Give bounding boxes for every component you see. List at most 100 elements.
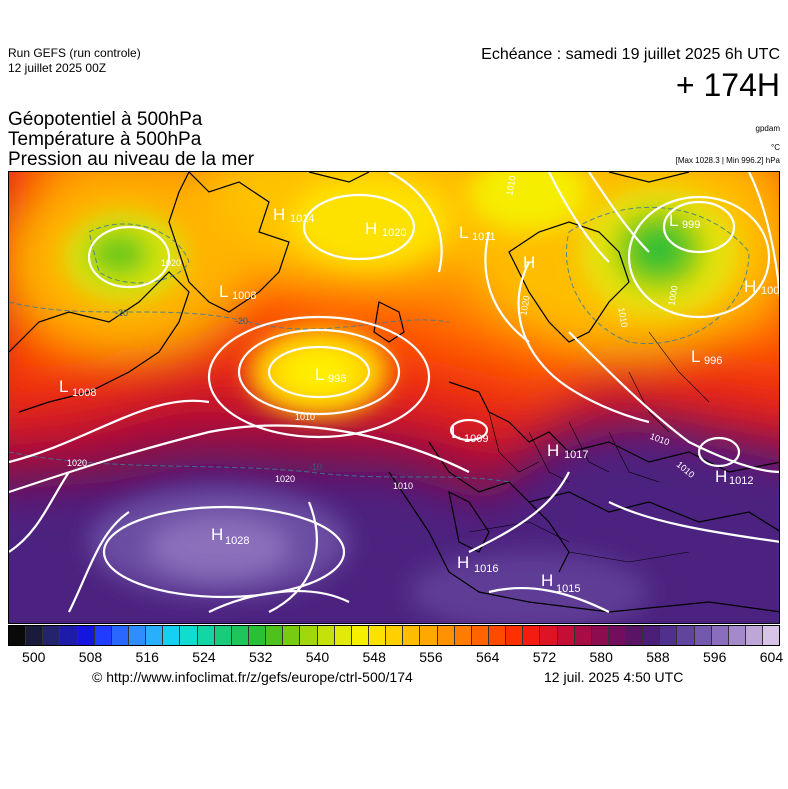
pressure-center-value: 1020 [382,227,406,239]
country-borders [468,331,710,563]
isobar-label: 1020 [67,458,87,468]
pressure-center-value: 1007 [761,285,780,297]
color-scale-tick: 500 [22,649,46,665]
color-swatch [694,626,712,645]
pressure-center-value: 1017 [564,449,588,461]
isobar-label: 1010 [295,412,315,422]
isotherm-label: -20 [115,308,128,318]
color-swatch [26,626,44,645]
color-scale-tick: 596 [702,649,727,665]
color-swatch [403,626,421,645]
color-swatch [626,626,644,645]
pressure-center-value: 1015 [556,583,580,595]
isobar-label: 1020 [518,295,531,316]
color-swatch [643,626,661,645]
color-swatch [368,626,387,645]
run-date: 12 juillet 2025 00Z [8,61,107,75]
lead-time: + 174H [675,67,780,103]
pressure-center-value: 996 [328,373,346,385]
isobar-label: 1010 [504,175,517,196]
pressure-center-value: 1011 [472,231,496,243]
generation-time: 12 juil. 2025 4:50 UTC [544,669,684,685]
isotherms [9,206,750,483]
color-scale-tick: 572 [532,649,557,665]
pressure-center-letter: H [523,253,535,272]
color-scale-ticks: 500 508 516 524 532 540 548 556 564 572 580 588 596 6… [8,649,783,667]
color-swatch [728,626,747,645]
color-swatch [163,626,181,645]
color-swatch [9,626,27,645]
variable-temperature: Température à 500hPa [8,129,202,150]
color-swatch [746,626,764,645]
pressure-center-letter: H [744,277,756,296]
isobar-label: 1010 [616,307,629,328]
pressure-center-letter: H [365,219,377,238]
color-swatch [128,626,147,645]
pressure-center-letter: H [547,441,559,460]
isobar-label: 1010 [393,481,413,491]
color-swatch [94,626,112,645]
color-swatch [266,626,284,645]
color-scale-tick: 532 [249,649,273,665]
isobar-label: 1020 [275,474,295,484]
color-swatch [231,626,249,645]
variable-geopotential: Géopotentiel à 500hPa [8,109,203,130]
color-swatch [197,626,215,645]
color-swatch [454,626,472,645]
pressure-center-value: 1009 [464,433,488,445]
color-swatch [77,626,95,645]
pressure-center-value: 1008 [232,290,256,302]
color-swatch [248,626,267,645]
isotherm-labels: -20 -20 -10 [115,308,322,472]
color-swatch [471,626,489,645]
pressure-center-letter: H [211,525,223,544]
coastlines [9,172,779,613]
pressure-center-letter: L [459,223,468,242]
pressure-center-value: 999 [682,219,700,231]
color-swatch [180,626,198,645]
color-scale-tick: 564 [476,649,500,665]
color-swatch [540,626,558,645]
pressure-center-letter: H [715,467,727,486]
pressure-center-letter: L [315,365,324,384]
color-swatch [146,626,164,645]
pressure-center-value: 996 [704,355,722,367]
pressure-center-letter: L [59,377,68,396]
color-swatch [574,626,592,645]
color-swatch [437,626,455,645]
forecast-valid-time: Echéance : samedi 19 juillet 2025 6h UTC [481,46,780,63]
source-credit: © http://www.infoclimat.fr/z/gefs/europe… [92,669,413,685]
isobar-label: 1020 [161,258,181,268]
color-scale-tick: 556 [419,649,443,665]
map-canvas: H 1014 H 1020 L 1011 H L 999 H 1007 L 10… [9,172,780,623]
color-swatch [317,626,335,645]
pressure-center-letter: H [273,205,285,224]
color-swatch [763,626,780,645]
color-scale-tick: 516 [135,649,159,665]
isobars [9,172,779,613]
color-swatch [334,626,352,645]
color-swatch [677,626,695,645]
geopotential-unit: gpdam [755,124,780,133]
color-swatch [660,626,678,645]
color-swatch [111,626,129,645]
pressure-center-letter: L [219,282,228,301]
pressure-center-value: 1012 [729,475,753,487]
pressure-center-letter: L [669,211,678,230]
color-swatch [300,626,318,645]
pressure-center-value: 1008 [72,387,96,399]
color-swatch [711,626,729,645]
color-swatch [608,626,627,645]
pressure-center-letter: L [691,347,700,366]
color-swatch [386,626,404,645]
pressure-centers: H 1014 H 1020 L 1011 H L 999 H 1007 L 10… [59,205,780,595]
color-swatch [523,626,541,645]
pressure-center-letter: L [451,423,460,442]
color-swatch [283,626,301,645]
pressure-center-value: 1014 [290,213,314,225]
isotherm-label: -10 [309,462,322,472]
pressure-center-value: 1028 [225,535,249,547]
color-scale-tick: 508 [78,649,103,665]
pressure-range: [Max 1028.3 | Min 996.2] hPa [675,156,780,165]
pressure-center-letter: H [457,553,469,572]
